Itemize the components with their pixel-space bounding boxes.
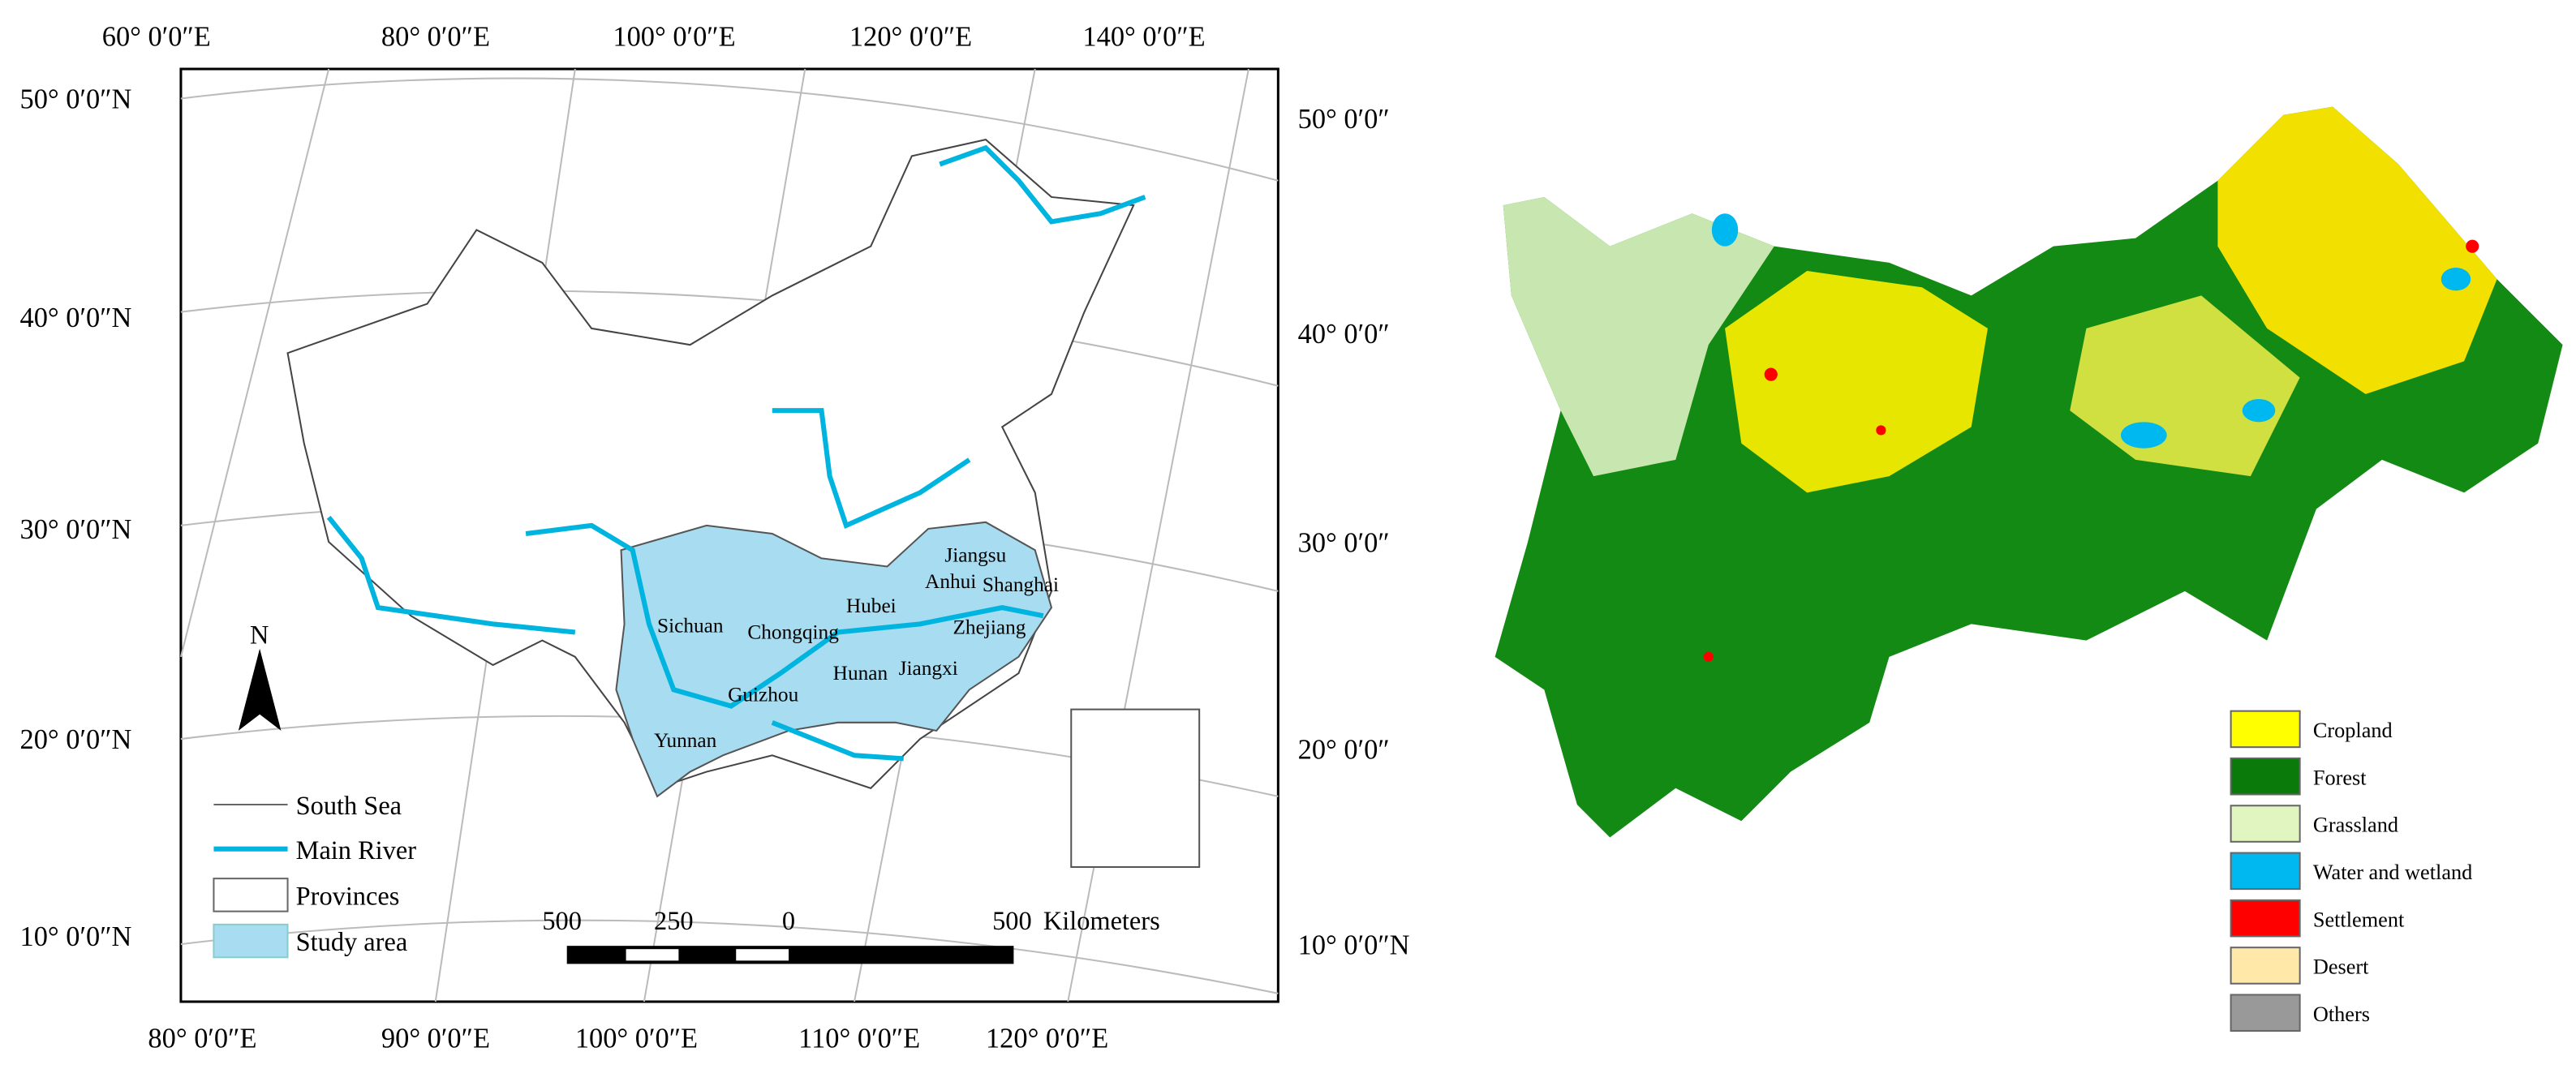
land-grassland (1503, 196, 1774, 477)
province-label: Yunnan (654, 729, 717, 752)
legend-swatch (2230, 994, 2301, 1033)
scale-tick-label: 500 (992, 907, 1032, 936)
bottom-coord-label: 100° 0′0″E (575, 1024, 698, 1054)
land-water (1711, 213, 2471, 449)
province-label: Chongqing (747, 621, 839, 644)
scale-tick-label: 500 (542, 907, 582, 936)
right-coord-label: 50° 0′0″ (1298, 104, 1390, 135)
legend-label: Cropland (2313, 719, 2393, 742)
bottom-coord-label: 80° 0′0″E (148, 1024, 256, 1054)
legend-swatch (2230, 899, 2301, 938)
legend-label: South Sea (296, 792, 402, 821)
legend-label: Water and wetland (2313, 861, 2472, 884)
right-coord-label: 20° 0′0″ (1298, 734, 1390, 765)
legend-label: Main River (296, 836, 417, 865)
bottom-coord-label: 90° 0′0″E (381, 1024, 490, 1054)
legend-label: Others (2313, 1002, 2370, 1026)
scale-tick-label: 0 (782, 907, 795, 936)
province-label: Shanghai (983, 573, 1059, 596)
province-label: Sichuan (657, 614, 724, 637)
bottom-coord-label: 120° 0′0″E (986, 1024, 1108, 1054)
province-label: Anhui (925, 570, 976, 593)
legend-label: Desert (2313, 955, 2369, 979)
south-sea-inset (1070, 708, 1201, 868)
legend-label: Forest (2313, 766, 2367, 789)
legend-swatch (2230, 710, 2301, 749)
left-coord-label: 40° 0′0″N (20, 303, 132, 333)
province-label: Hunan (833, 662, 888, 685)
right-coord-label: 40° 0′0″ (1298, 319, 1390, 350)
left-coord-label: 20° 0′0″N (20, 724, 132, 755)
land-settlement (1703, 239, 2479, 662)
north-label: N (250, 621, 269, 650)
study-area (615, 521, 1053, 798)
province-label: Jiangxi (899, 657, 958, 680)
top-coord-label: 140° 0′0″E (1082, 22, 1205, 53)
north-arrow (238, 648, 282, 731)
land-cropland-east (2217, 106, 2497, 394)
province-label: Jiangsu (944, 543, 1006, 566)
province-label: Guizhou (728, 683, 798, 706)
top-coord-label: 60° 0′0″E (102, 22, 211, 53)
left-coord-label: 10° 0′0″N (20, 921, 132, 952)
legend-symbols (213, 804, 289, 959)
legend-label: Grassland (2313, 814, 2398, 837)
bottom-coord-label: 110° 0′0″E (798, 1024, 920, 1054)
legend-swatch (2230, 805, 2301, 843)
legend-label: Study area (296, 928, 408, 957)
land-cropland-hubei (1725, 271, 1988, 493)
right-coord-label: 10° 0′0″N (1298, 929, 1410, 960)
top-coord-label: 120° 0′0″E (849, 22, 972, 53)
province-label: Hubei (846, 595, 897, 617)
scale-unit: Kilometers (1043, 907, 1160, 936)
top-coord-label: 100° 0′0″E (613, 22, 735, 53)
left-coord-label: 30° 0′0″N (20, 514, 132, 545)
legend-label: Provinces (296, 882, 400, 912)
left-map (179, 67, 1279, 1003)
legend-swatch (2230, 757, 2301, 796)
province-label: Zhejiang (953, 616, 1026, 638)
scale-tick-label: 250 (654, 907, 694, 936)
left-coord-label: 50° 0′0″N (20, 84, 132, 115)
scale-bar (566, 946, 1014, 964)
top-coord-label: 80° 0′0″E (381, 22, 490, 53)
right-coord-label: 30° 0′0″ (1298, 527, 1390, 558)
rivers (326, 144, 1146, 762)
legend-swatch (2230, 947, 2301, 985)
legend-swatch (2230, 852, 2301, 891)
legend-label: Settlement (2313, 908, 2405, 931)
right-map (1494, 106, 2563, 838)
